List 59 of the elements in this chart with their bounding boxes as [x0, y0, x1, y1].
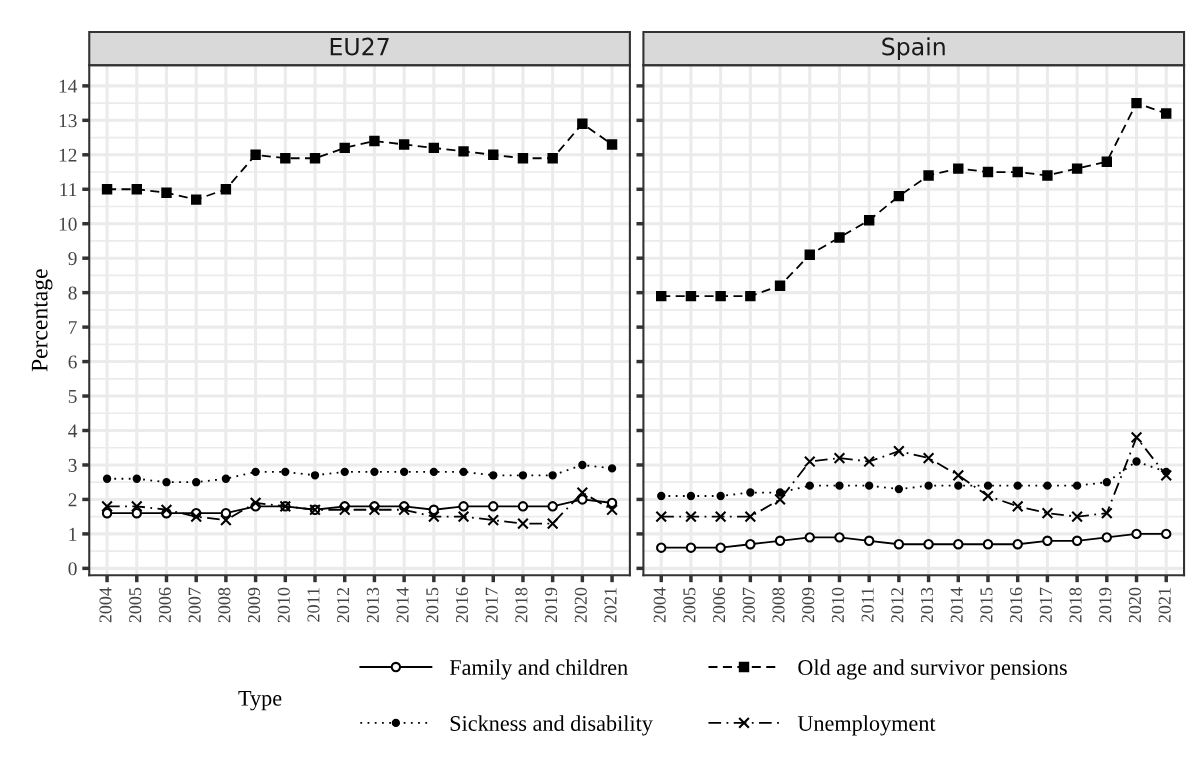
y-tick-label: 3 [68, 458, 77, 472]
x-tick-label: 2010 [831, 587, 844, 623]
x-tick-label: 2017 [1039, 587, 1052, 623]
y-tick-label: 5 [68, 390, 77, 403]
legend-label: Old age and survivor pensions [798, 659, 1067, 680]
y-tick-label: 10 [59, 217, 77, 231]
y-axis-title: Percentage [31, 269, 53, 372]
x-tick-label: 2005 [129, 587, 142, 623]
x-tick-label: 2011 [307, 588, 320, 622]
y-tick-label: 11 [60, 183, 77, 197]
chart-title: EU27 [330, 37, 389, 56]
chart-title: Spain [882, 37, 945, 61]
x-tick-label: 2012 [891, 588, 904, 623]
x-tick-label: 2007 [742, 587, 755, 623]
y-tick-label: 6 [68, 355, 77, 369]
x-tick-label: 2019 [1099, 587, 1112, 623]
x-tick-label: 2008 [218, 587, 231, 623]
y-tick-label: 1 [69, 527, 77, 541]
x-tick-label: 2021 [604, 588, 617, 623]
x-tick-label: 2018 [1069, 587, 1082, 623]
x-tick-label: 2014 [396, 587, 409, 623]
y-tick-label: 14 [59, 79, 78, 93]
x-tick-label: 2016 [455, 587, 469, 623]
y-tick-label: 2 [68, 493, 77, 507]
legend-title: Type [238, 691, 282, 711]
x-tick-label: 2009 [802, 587, 815, 623]
legend-label: Sickness and disability [450, 715, 653, 736]
x-tick-label: 2006 [158, 587, 171, 623]
x-tick-label: 2020 [574, 587, 587, 623]
legend-label: Family and children [449, 659, 628, 680]
x-tick-label: 2004 [653, 587, 666, 623]
x-tick-label: 2006 [712, 587, 726, 623]
x-tick-label: 2019 [544, 587, 558, 623]
x-tick-label: 2010 [277, 587, 290, 623]
x-tick-label: 2011 [861, 588, 874, 622]
x-tick-label: 2013 [366, 587, 379, 623]
x-tick-label: 2004 [99, 587, 112, 623]
x-tick-label: 2005 [683, 587, 696, 623]
x-tick-label: 2013 [920, 587, 934, 623]
legend-label: Unemployment [797, 715, 936, 736]
x-tick-label: 2014 [950, 587, 963, 623]
y-tick-label: 0 [68, 562, 77, 576]
y-tick-label: 13 [59, 114, 77, 128]
x-tick-label: 2007 [188, 587, 201, 623]
y-tick-label: 8 [68, 286, 77, 300]
x-tick-label: 2015 [980, 587, 993, 623]
y-tick-label: 4 [68, 424, 78, 438]
x-tick-label: 2018 [515, 587, 528, 623]
x-tick-label: 2008 [772, 587, 785, 623]
x-tick-label: 2012 [337, 588, 350, 623]
x-tick-label: 2016 [1010, 587, 1023, 623]
y-tick-label: 9 [68, 252, 77, 266]
x-tick-label: 2020 [1128, 587, 1142, 623]
y-tick-label: 12 [59, 148, 77, 162]
x-tick-label: 2009 [247, 587, 261, 623]
x-tick-label: 2017 [485, 587, 498, 623]
x-tick-label: 2021 [1158, 588, 1171, 623]
x-tick-label: 2015 [426, 587, 439, 623]
y-tick-label: 7 [69, 321, 77, 334]
